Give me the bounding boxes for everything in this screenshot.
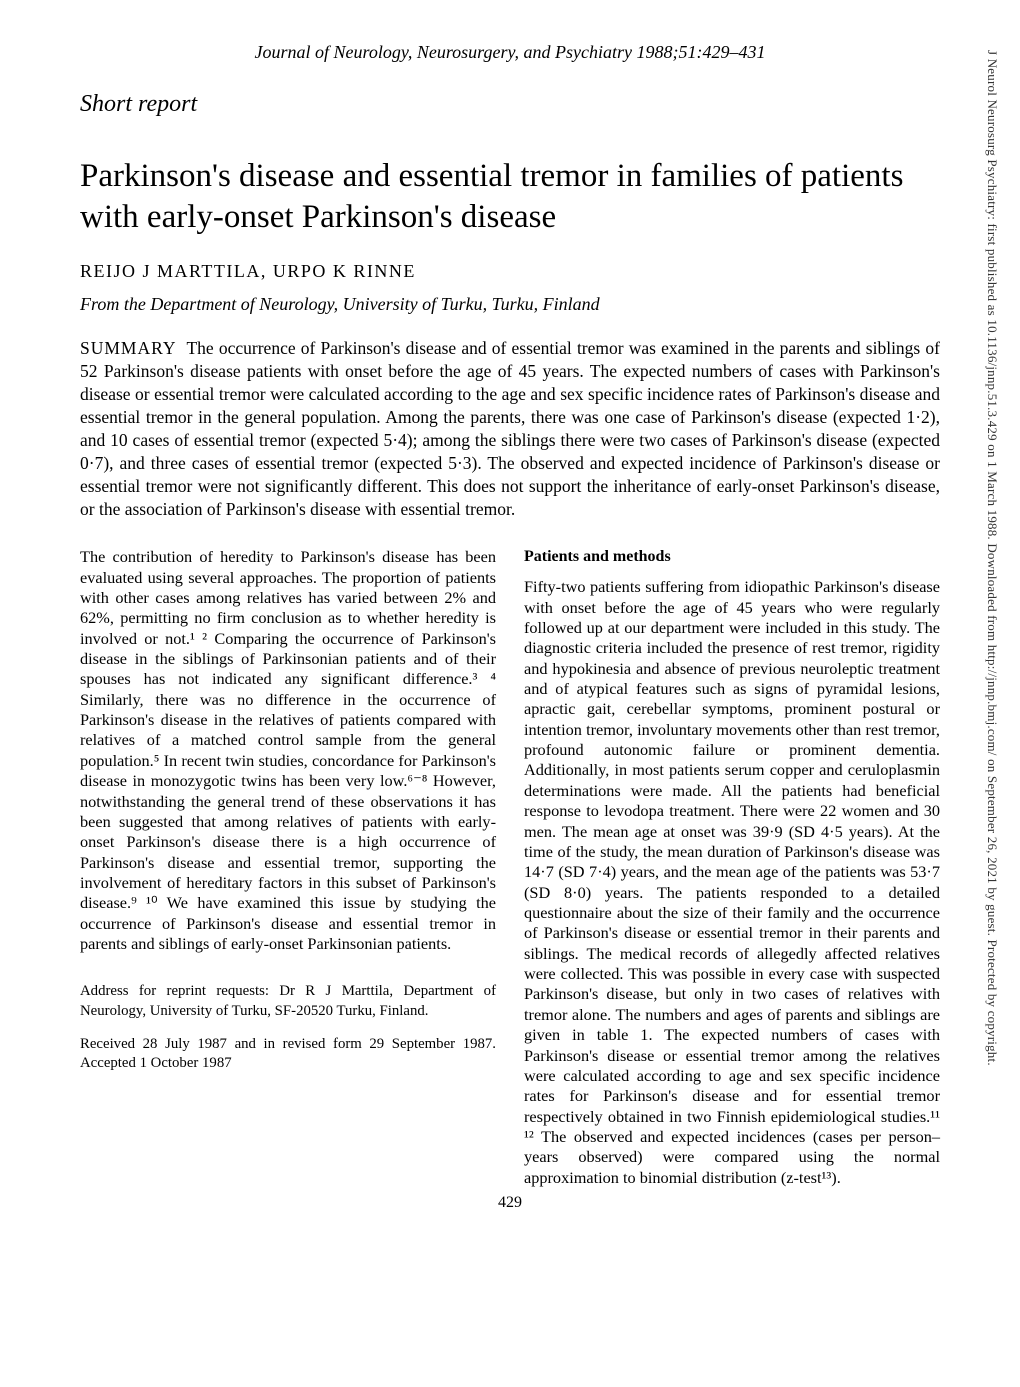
left-column: The contribution of heredity to Parkinso… — [80, 547, 496, 1188]
section-label: Short report — [80, 91, 940, 118]
abstract: SUMMARYThe occurrence of Parkinson's dis… — [80, 337, 940, 522]
affiliation: From the Department of Neurology, Univer… — [80, 294, 940, 315]
methods-paragraph: Fifty-two patients suffering from idiopa… — [524, 577, 940, 1188]
authors: REIJO J MARTTILA, URPO K RINNE — [80, 261, 940, 282]
summary-label: SUMMARY — [80, 338, 176, 358]
journal-header: Journal of Neurology, Neurosurgery, and … — [80, 42, 940, 63]
intro-paragraph: The contribution of heredity to Parkinso… — [80, 547, 496, 954]
abstract-text: The occurrence of Parkinson's disease an… — [80, 338, 940, 520]
address-line: Address for reprint requests: Dr R J Mar… — [80, 982, 496, 1020]
received-line: Received 28 July 1987 and in revised for… — [80, 1035, 496, 1073]
page-number: 429 — [80, 1194, 940, 1212]
download-banner: J Neurol Neurosurg Psychiatry: first pub… — [982, 50, 1000, 1330]
article-title: Parkinson's disease and essential tremor… — [80, 156, 940, 239]
two-column-body: The contribution of heredity to Parkinso… — [80, 547, 940, 1188]
right-column: Patients and methods Fifty-two patients … — [524, 547, 940, 1188]
methods-heading: Patients and methods — [524, 547, 940, 567]
footer-block: Address for reprint requests: Dr R J Mar… — [80, 982, 496, 1073]
